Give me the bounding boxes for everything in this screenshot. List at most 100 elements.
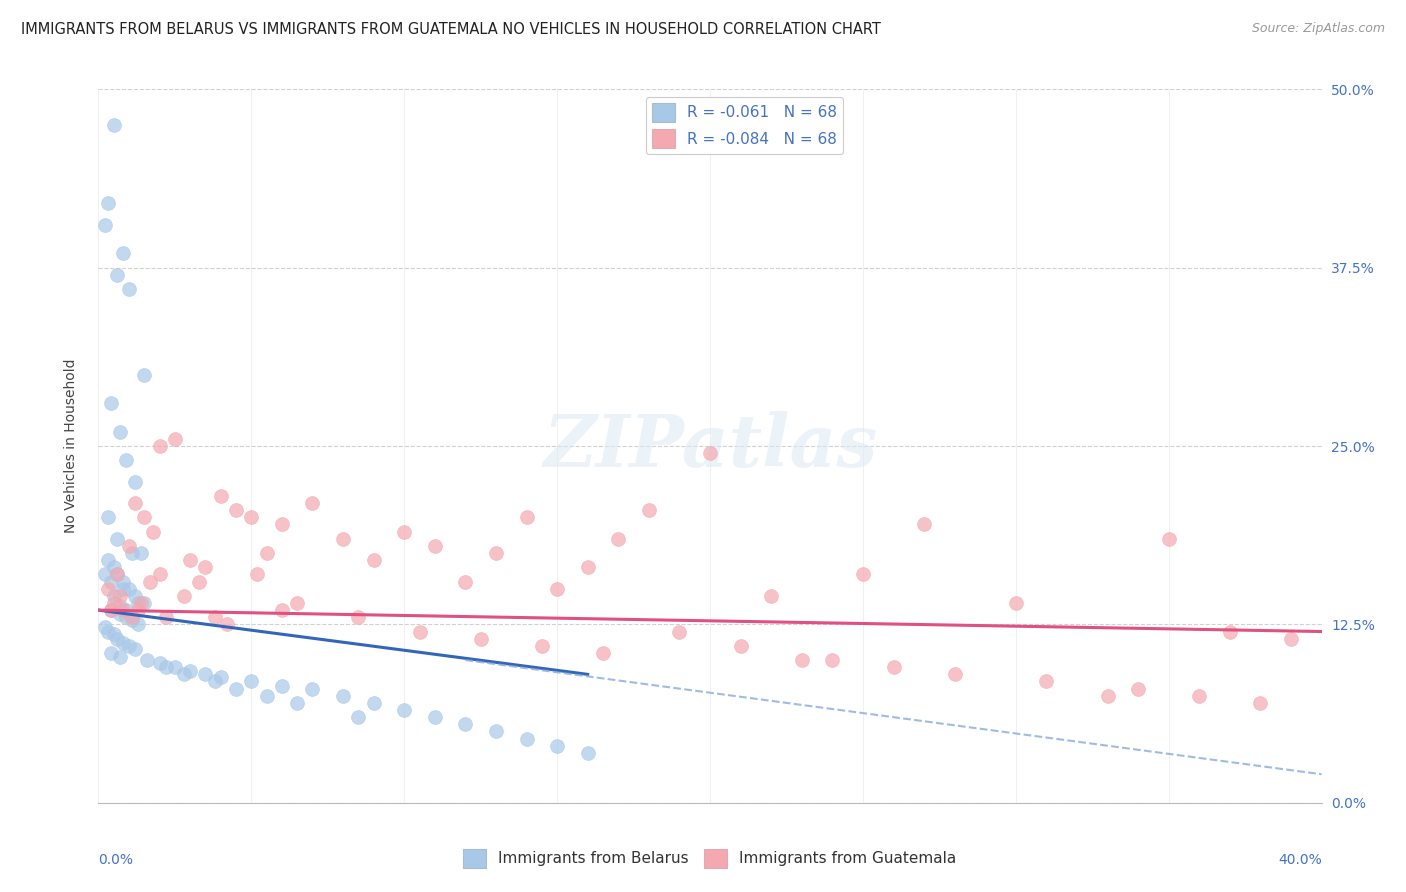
Text: Source: ZipAtlas.com: Source: ZipAtlas.com xyxy=(1251,22,1385,36)
Point xyxy=(179,665,201,679)
Point xyxy=(97,582,120,596)
Point xyxy=(173,667,195,681)
Point xyxy=(124,475,146,489)
Point xyxy=(592,646,614,660)
Point xyxy=(225,681,247,696)
Point xyxy=(118,282,141,296)
Point xyxy=(668,624,690,639)
Point xyxy=(1097,689,1119,703)
Point xyxy=(129,546,152,560)
Point xyxy=(240,510,263,524)
Point xyxy=(1250,696,1272,710)
Point xyxy=(194,667,217,681)
Point xyxy=(423,539,446,553)
Point xyxy=(301,496,323,510)
Point xyxy=(111,574,134,589)
Point xyxy=(100,603,122,617)
Point xyxy=(100,574,122,589)
Point xyxy=(163,432,186,446)
Point xyxy=(423,710,446,724)
Point xyxy=(1157,532,1180,546)
Point xyxy=(179,553,201,567)
Point xyxy=(454,574,477,589)
Point xyxy=(285,596,308,610)
Point xyxy=(301,681,323,696)
Point xyxy=(225,503,247,517)
Point xyxy=(115,610,138,624)
Point xyxy=(127,603,149,617)
Point xyxy=(139,574,162,589)
Point xyxy=(240,674,263,689)
Point xyxy=(149,656,172,670)
Point xyxy=(97,553,120,567)
Point xyxy=(115,453,138,467)
Point xyxy=(1188,689,1211,703)
Point xyxy=(124,589,146,603)
Point xyxy=(332,689,354,703)
Point xyxy=(730,639,752,653)
Point xyxy=(454,717,477,731)
Point xyxy=(127,617,149,632)
Point xyxy=(103,118,125,132)
Point xyxy=(105,632,128,646)
Point xyxy=(1004,596,1026,610)
Point xyxy=(97,196,120,211)
Point xyxy=(408,624,430,639)
Point xyxy=(821,653,844,667)
Legend: Immigrants from Belarus, Immigrants from Guatemala: Immigrants from Belarus, Immigrants from… xyxy=(457,843,963,873)
Point xyxy=(108,425,131,439)
Point xyxy=(392,703,416,717)
Point xyxy=(943,667,966,681)
Point xyxy=(256,546,278,560)
Point xyxy=(121,613,143,627)
Point xyxy=(883,660,905,674)
Point xyxy=(97,510,120,524)
Point xyxy=(142,524,165,539)
Point xyxy=(108,650,131,665)
Point xyxy=(100,396,122,410)
Point xyxy=(347,710,370,724)
Point xyxy=(332,532,354,546)
Point xyxy=(173,589,195,603)
Point xyxy=(470,632,492,646)
Point xyxy=(638,503,661,517)
Point xyxy=(115,603,138,617)
Point xyxy=(149,439,172,453)
Point xyxy=(118,639,141,653)
Point xyxy=(1035,674,1057,689)
Point xyxy=(155,660,177,674)
Point xyxy=(1279,632,1302,646)
Point xyxy=(134,368,156,382)
Point xyxy=(485,724,508,739)
Point xyxy=(124,641,146,656)
Point xyxy=(1219,624,1241,639)
Point xyxy=(105,532,128,546)
Point xyxy=(1128,681,1150,696)
Point xyxy=(546,739,568,753)
Point xyxy=(127,596,149,610)
Point xyxy=(215,617,238,632)
Point xyxy=(134,510,156,524)
Point xyxy=(204,610,226,624)
Point xyxy=(194,560,217,574)
Point xyxy=(209,670,232,684)
Text: IMMIGRANTS FROM BELARUS VS IMMIGRANTS FROM GUATEMALA NO VEHICLES IN HOUSEHOLD CO: IMMIGRANTS FROM BELARUS VS IMMIGRANTS FR… xyxy=(21,22,882,37)
Point xyxy=(761,589,783,603)
Point xyxy=(118,582,141,596)
Text: ZIPatlas: ZIPatlas xyxy=(543,410,877,482)
Point xyxy=(270,517,294,532)
Point xyxy=(108,589,131,603)
Point xyxy=(256,689,278,703)
Point xyxy=(111,603,134,617)
Point xyxy=(118,539,141,553)
Point xyxy=(155,610,177,624)
Point xyxy=(516,731,538,746)
Point xyxy=(103,627,125,641)
Point xyxy=(105,567,128,582)
Point xyxy=(699,446,721,460)
Point xyxy=(852,567,875,582)
Point xyxy=(363,553,385,567)
Point xyxy=(363,696,385,710)
Point xyxy=(97,624,120,639)
Point xyxy=(546,582,568,596)
